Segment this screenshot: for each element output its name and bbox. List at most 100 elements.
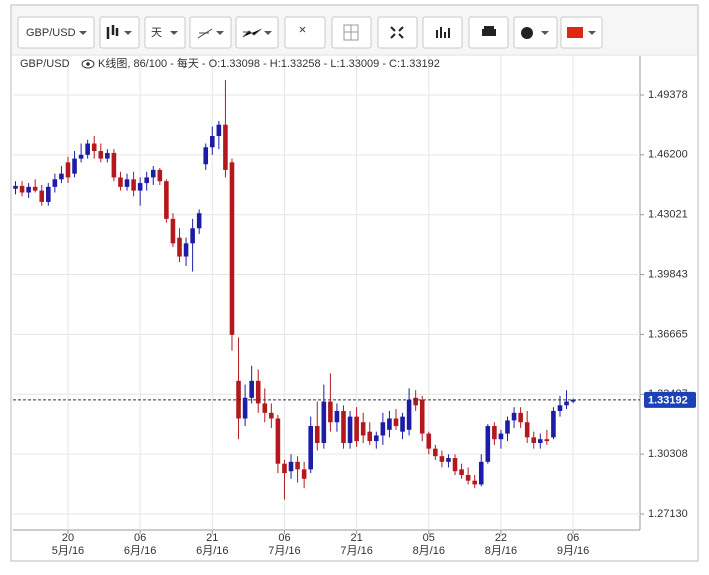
y-tick-label: 1.39843 — [648, 268, 688, 280]
indicator-button[interactable] — [422, 16, 463, 49]
candle-body — [72, 158, 77, 174]
candle-body — [52, 179, 58, 187]
candle-body — [26, 186, 31, 193]
line-icon — [197, 28, 213, 39]
symbol-button[interactable] — [17, 16, 95, 49]
line-tool-button[interactable] — [189, 16, 232, 49]
candle-body — [13, 185, 18, 189]
candle-body — [367, 431, 373, 442]
x-tick-sublabel: 6月/16 — [196, 545, 228, 557]
candle-body — [426, 433, 432, 449]
eye-icon — [86, 62, 90, 66]
x-tick-label: 20 — [62, 532, 74, 544]
candle-body — [150, 169, 156, 178]
x-tick-sublabel: 8月/16 — [485, 545, 517, 557]
print-icon — [482, 29, 496, 36]
plot-area: 1.493781.462001.430211.398431.366651.334… — [13, 56, 696, 557]
candle-body — [288, 461, 294, 472]
y-tick-label: 1.49378 — [648, 89, 688, 101]
candle-body — [314, 426, 320, 443]
candle-body — [531, 437, 537, 443]
candle-body — [242, 397, 248, 419]
candle-body — [157, 169, 163, 182]
y-tick-label: 1.36665 — [648, 328, 688, 340]
palette-icon — [521, 27, 533, 39]
candle-body — [485, 426, 491, 462]
y-tick-label: 1.30308 — [648, 448, 688, 460]
flag-icon — [567, 27, 583, 38]
candle-body — [210, 135, 215, 148]
x-tick-sublabel: 6月/16 — [124, 545, 156, 557]
dropdown-arrow — [124, 31, 132, 35]
candle-body — [374, 435, 379, 442]
candle-body — [518, 412, 523, 423]
candle-body — [32, 186, 38, 191]
candle-body — [354, 416, 359, 442]
candle-body — [190, 228, 195, 244]
candle-body — [538, 439, 543, 443]
candle-body — [465, 475, 471, 481]
candle-body — [144, 177, 149, 184]
candle-body — [413, 397, 418, 406]
candle-body — [308, 426, 313, 470]
last-price-tag — [644, 391, 696, 408]
candle-body — [446, 458, 451, 462]
y-tick-label: 1.43021 — [648, 209, 688, 221]
dropdown-arrow — [541, 31, 549, 35]
x-tick-label: 06 — [278, 532, 290, 544]
candle-body — [380, 422, 386, 436]
candle-body — [196, 213, 202, 229]
candle-body — [544, 439, 550, 442]
candle-body — [91, 143, 97, 152]
candle-body — [524, 422, 530, 438]
dropdown-arrow — [170, 31, 178, 35]
x-tick-label: 22 — [495, 532, 507, 544]
candle-body — [419, 399, 425, 434]
period-button[interactable] — [144, 16, 186, 49]
fullscreen-icon — [390, 26, 404, 39]
x-tick-label: 06 — [567, 532, 579, 544]
clear-button[interactable] — [284, 16, 326, 49]
color-button[interactable] — [513, 16, 558, 49]
candle-body — [229, 162, 235, 335]
candle-body — [203, 147, 209, 165]
candle-body — [387, 418, 392, 430]
candle-body — [255, 380, 261, 404]
indicator-icon — [436, 27, 450, 38]
candle-body — [321, 401, 327, 443]
toolbar-buttons: GBP/USD 天 — [17, 16, 603, 49]
candle-body — [85, 143, 90, 155]
candle-body — [183, 243, 189, 257]
candle-body — [341, 410, 346, 443]
eye-icon — [81, 59, 95, 69]
chart-type-button[interactable] — [99, 16, 140, 49]
candle-body — [170, 218, 176, 244]
candle-body — [505, 420, 510, 434]
candle-body — [406, 399, 412, 430]
x-tick-sublabel: 7月/16 — [340, 545, 372, 557]
candle-body — [59, 173, 64, 180]
candle-body — [564, 401, 569, 406]
candle-body — [301, 469, 307, 479]
clear-icon — [299, 26, 306, 33]
candle-body — [137, 183, 143, 191]
candle-body — [223, 124, 228, 170]
candle-body — [124, 179, 130, 187]
x-tick-sublabel: 8月/16 — [413, 545, 445, 557]
candle-body — [98, 151, 104, 159]
candle-body — [78, 154, 84, 159]
candle-body — [39, 190, 45, 202]
last-price-label: 1.33192 — [648, 395, 688, 407]
candle-body — [118, 177, 123, 187]
candle-body — [249, 380, 254, 398]
y-tick-label: 1.27130 — [648, 508, 688, 520]
fullscreen-button[interactable] — [377, 16, 418, 49]
candle-body — [459, 469, 464, 476]
candle-body — [111, 152, 117, 178]
candle-body — [282, 463, 287, 474]
candle-body — [478, 461, 484, 485]
candle-body — [498, 433, 504, 440]
x-tick-label: 21 — [350, 532, 362, 544]
candle-body — [360, 422, 366, 436]
